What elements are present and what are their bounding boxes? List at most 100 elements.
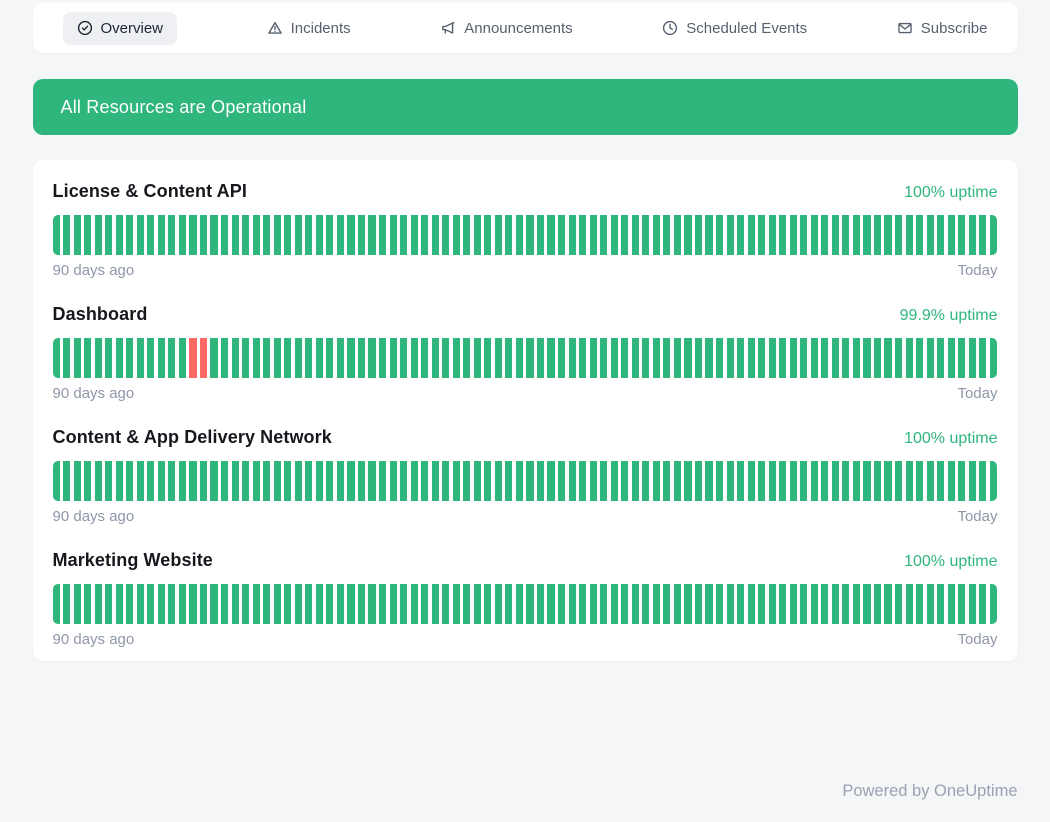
uptime-day-bar[interactable] [421,338,429,378]
uptime-day-bar[interactable] [768,461,776,501]
uptime-day-bar[interactable] [715,338,724,378]
uptime-day-bar[interactable] [347,215,355,255]
uptime-day-bar[interactable] [926,338,934,378]
uptime-day-bar[interactable] [947,215,955,255]
uptime-day-bar[interactable] [463,215,471,255]
uptime-day-bar[interactable] [84,215,92,255]
uptime-day-bar[interactable] [568,338,576,378]
uptime-day-bar[interactable] [884,584,892,624]
uptime-day-bar[interactable] [452,461,460,501]
uptime-day-bar[interactable] [652,215,660,255]
uptime-day-bar[interactable] [168,584,176,624]
uptime-day-bar[interactable] [589,461,597,501]
uptime-day-bar[interactable] [252,461,260,501]
uptime-day-bar[interactable] [73,338,81,378]
uptime-day-bar[interactable] [452,215,460,255]
uptime-day-bar[interactable] [473,461,481,501]
uptime-day-bar[interactable] [357,461,366,501]
uptime-day-bar[interactable] [168,461,176,501]
uptime-day-bar[interactable] [199,584,208,624]
uptime-day-bar[interactable] [852,338,861,378]
uptime-day-bar[interactable] [758,215,766,255]
uptime-day-bar[interactable] [800,584,808,624]
uptime-day-bar[interactable] [336,584,344,624]
uptime-day-bar[interactable] [431,584,439,624]
uptime-day-bar[interactable] [400,584,408,624]
uptime-day-bar[interactable] [221,338,229,378]
uptime-day-bar[interactable] [737,584,745,624]
uptime-day-bar[interactable] [284,461,292,501]
uptime-day-bar[interactable] [273,461,281,501]
uptime-day-bar[interactable] [105,584,113,624]
uptime-day-bar[interactable] [789,461,797,501]
uptime-day-bar[interactable] [431,461,439,501]
uptime-day-bar[interactable] [821,215,829,255]
uptime-day-bar[interactable] [558,584,566,624]
uptime-day-bar[interactable] [294,584,302,624]
uptime-day-bar[interactable] [621,584,629,624]
uptime-day-bar[interactable] [758,338,766,378]
uptime-day-bar[interactable] [410,461,418,501]
uptime-day-bar[interactable] [789,215,797,255]
uptime-day-bar[interactable] [779,215,787,255]
uptime-day-bar[interactable] [389,338,397,378]
uptime-day-bar[interactable] [515,215,524,255]
uptime-day-bar[interactable] [968,215,976,255]
uptime-day-bar[interactable] [484,338,492,378]
uptime-day-bar[interactable] [726,338,734,378]
uptime-day-bar[interactable] [315,461,323,501]
uptime-day-bar[interactable] [84,461,92,501]
uptime-day-bar[interactable] [357,584,366,624]
uptime-day-bar[interactable] [705,338,713,378]
uptime-day-bar[interactable] [94,338,102,378]
uptime-day-bar[interactable] [536,338,545,378]
uptime-day-bar[interactable] [126,584,134,624]
uptime-day-bar[interactable] [315,584,323,624]
uptime-day-bar[interactable] [968,461,976,501]
uptime-day-bar[interactable] [94,584,102,624]
uptime-day-bar[interactable] [547,215,555,255]
uptime-day-bar[interactable] [663,461,671,501]
uptime-day-bar[interactable] [189,584,197,624]
uptime-day-bar[interactable] [916,338,924,378]
uptime-day-bar[interactable] [642,461,650,501]
uptime-day-bar[interactable] [231,338,239,378]
uptime-day-bar[interactable] [631,584,639,624]
uptime-day-bar[interactable] [600,584,608,624]
uptime-day-bar[interactable] [210,338,218,378]
uptime-day-bar[interactable] [136,461,144,501]
uptime-day-bar[interactable] [115,584,123,624]
uptime-day-bar[interactable] [526,584,534,624]
uptime-day-bar[interactable] [105,461,113,501]
uptime-day-bar[interactable] [231,461,239,501]
uptime-day-bar[interactable] [136,338,144,378]
uptime-day-bar[interactable] [589,338,597,378]
uptime-day-bar[interactable] [526,215,534,255]
uptime-day-bar[interactable] [926,584,934,624]
uptime-day-bar[interactable] [937,338,945,378]
uptime-day-bar[interactable] [294,215,302,255]
uptime-day-bar[interactable] [558,215,566,255]
tab-overview[interactable]: Overview [62,11,178,45]
uptime-day-bar[interactable] [579,461,587,501]
uptime-day-bar[interactable] [642,215,650,255]
uptime-day-bar[interactable] [378,584,387,624]
uptime-day-bar[interactable] [63,584,71,624]
uptime-day-bar[interactable] [821,584,829,624]
uptime-day-bar[interactable] [895,215,903,255]
uptime-day-bar[interactable] [779,584,787,624]
uptime-day-bar[interactable] [558,461,566,501]
uptime-day-bar[interactable] [494,215,502,255]
uptime-day-bar[interactable] [199,461,208,501]
uptime-day-bar[interactable] [873,584,882,624]
uptime-day-bar[interactable] [168,338,176,378]
uptime-day-bar[interactable] [136,584,144,624]
uptime-day-bar[interactable] [442,338,450,378]
uptime-day-bar[interactable] [452,338,460,378]
uptime-day-bar[interactable] [368,461,376,501]
uptime-day-bar[interactable] [895,584,903,624]
uptime-day-bar[interactable] [579,215,587,255]
uptime-day-bar[interactable] [821,338,829,378]
uptime-day-bar[interactable] [715,215,724,255]
uptime-day-bar[interactable] [694,584,703,624]
